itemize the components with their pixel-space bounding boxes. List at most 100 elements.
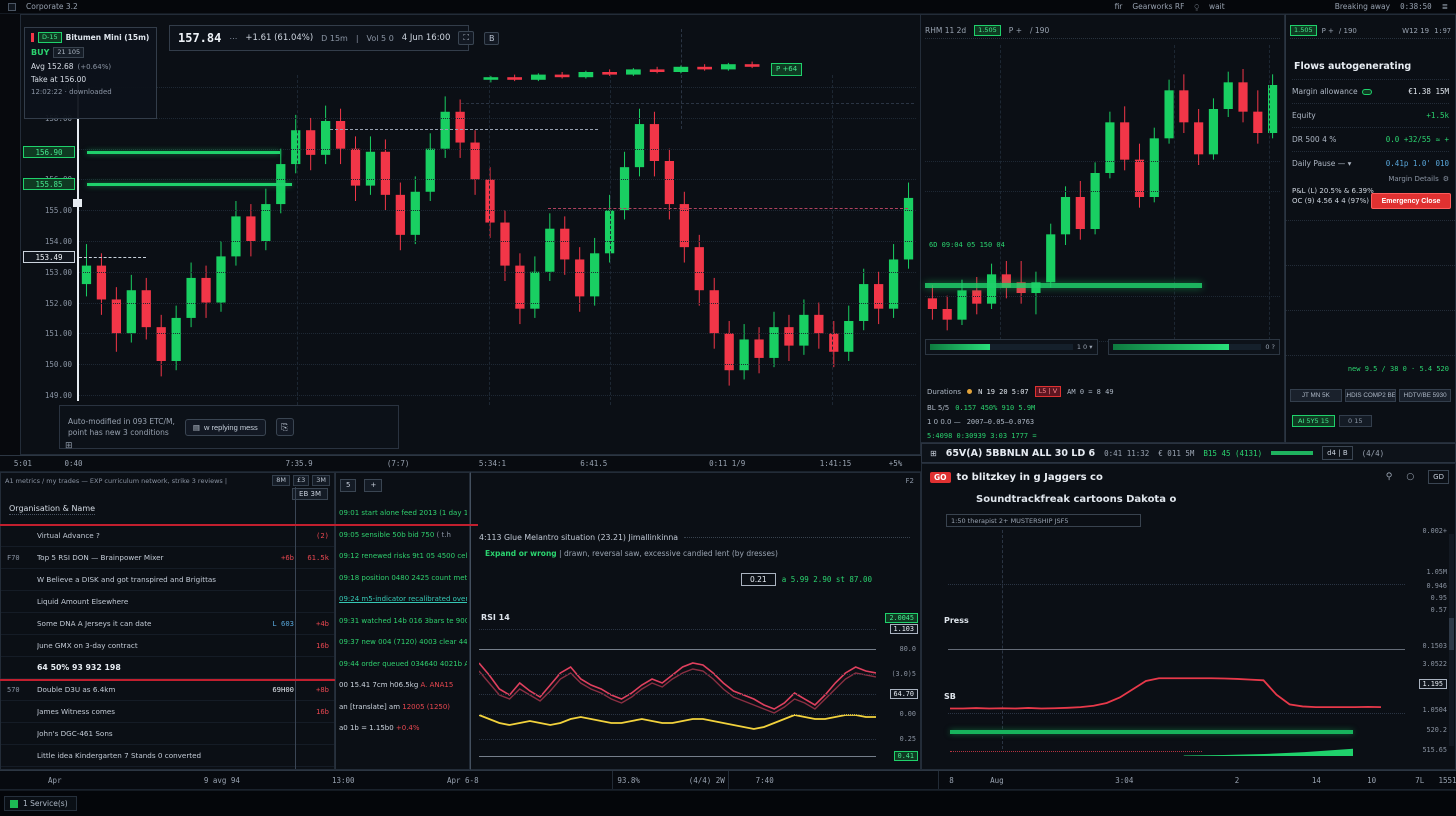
timeframe[interactable]: D 15m bbox=[321, 33, 348, 43]
circle-icon[interactable]: ○ bbox=[1406, 472, 1415, 482]
volume-gauge-right[interactable]: 0 ? bbox=[1107, 339, 1280, 355]
stat-row-1: Durations N 19 20 5:07 L5 | V AM 0 = 8 4… bbox=[927, 385, 1278, 398]
side-badges: AI 5Y5 15 0 15 bbox=[1292, 415, 1449, 427]
gridline bbox=[479, 756, 876, 757]
indicator-title: 4:113 Glue Melantro situation (23.21) Ji… bbox=[479, 533, 679, 542]
price-handle[interactable] bbox=[73, 199, 82, 207]
header-tag[interactable]: £3 bbox=[292, 475, 310, 486]
series-label-press: Press bbox=[944, 616, 969, 625]
replay-button[interactable]: ▤ w replying mess bbox=[184, 418, 266, 436]
pl-flag: P + bbox=[1321, 26, 1334, 35]
table-row[interactable]: W Believe a DISK and got transpired and … bbox=[1, 569, 334, 591]
bottom-panel-title: 65V(A) 5BBNLN ALL 30 LD 6 bbox=[945, 447, 1096, 459]
gridline bbox=[79, 148, 916, 150]
gridline bbox=[79, 117, 916, 119]
menu-item-gearworks[interactable]: Gearworks RF bbox=[1132, 2, 1185, 11]
menu-item-fir[interactable]: fir bbox=[1114, 2, 1123, 11]
table-row[interactable]: Virtual Advance ? (2) bbox=[1, 525, 334, 547]
toggle-icon[interactable] bbox=[1361, 88, 1372, 95]
journal-count-box[interactable]: 5 bbox=[340, 479, 357, 492]
filter-box[interactable]: EB 3M bbox=[292, 488, 328, 500]
menu-item-wait[interactable]: wait bbox=[1208, 2, 1225, 11]
connection-status[interactable]: 1 Service(s) bbox=[4, 796, 77, 811]
order-line[interactable] bbox=[87, 150, 280, 154]
pin-icon[interactable]: ⚲ bbox=[1385, 472, 1393, 482]
row-name: 64 50% 93 932 198 bbox=[37, 663, 121, 672]
price-change: +1.61 (61.04%) bbox=[245, 33, 314, 43]
journal-entry: 09:05 sensible 50b bid 750 ( t.h bbox=[339, 525, 467, 547]
alert-tag[interactable]: L5 | V bbox=[1034, 386, 1062, 397]
hamburger-icon[interactable]: ≣ bbox=[1441, 2, 1448, 11]
range-divider bbox=[461, 103, 914, 104]
value-tag[interactable]: 0.21 bbox=[740, 573, 776, 586]
order-line[interactable] bbox=[87, 183, 293, 187]
gridline bbox=[925, 161, 1280, 162]
main-time-axis: 5:01 0:40 7:35.9 (7:7) 5:34:1 6:41.5 0:11 1/9 1… bbox=[0, 455, 921, 472]
table-row[interactable]: John's DGC-461 Sons bbox=[1, 723, 334, 745]
journal-add-button[interactable]: + bbox=[364, 479, 383, 492]
clock: 0:38:50 bbox=[1400, 2, 1432, 11]
stat-value-green: 5:4098 0:30939 3:03 1777 = bbox=[927, 431, 1037, 440]
axis-label: 0.946 bbox=[1426, 582, 1447, 590]
axis-label: 1.0504 bbox=[1422, 706, 1447, 714]
session-label: RHM 11 2d bbox=[925, 26, 967, 35]
table-section-title[interactable]: Organisation & Name bbox=[9, 504, 96, 515]
time-label: +5% bbox=[888, 459, 903, 468]
copy-icon-button[interactable]: ⎘ bbox=[275, 418, 294, 436]
time-label: 6:41.5 bbox=[580, 459, 608, 468]
margin-details-link[interactable]: Margin Details ⚙ bbox=[1388, 175, 1449, 183]
price-tag[interactable]: 153.49 bbox=[23, 250, 75, 263]
bar-date: 4 Jun 16:00 bbox=[401, 33, 451, 43]
row-value-1 bbox=[244, 597, 294, 606]
breadth-line-svg bbox=[950, 670, 1381, 714]
news-axis: 0.002+ 1.05M 0.946 0.95 0.57 0.1503 3.0522 1.19… bbox=[1403, 464, 1447, 769]
price-tag[interactable]: 155.85 bbox=[23, 178, 75, 191]
apps-icon[interactable]: ⍜ bbox=[1194, 1, 1199, 11]
news-tab[interactable]: 1:50 therapist 2+ MUSTERSHIP JSF5 bbox=[946, 514, 1141, 527]
zero-line bbox=[948, 649, 1405, 650]
header-tag[interactable]: 8M bbox=[272, 475, 290, 486]
pane-shortcut: F2 bbox=[905, 477, 914, 485]
side-button[interactable]: HDTV/BE 5930 bbox=[1399, 389, 1452, 402]
table-row[interactable]: F70 Top 5 RSI DON — Brainpower Mixer +6b 61… bbox=[1, 547, 334, 569]
pl-line-1: P&L (L) 20.5% & 6.39% bbox=[1292, 187, 1374, 195]
plot-left-axis bbox=[1002, 530, 1003, 749]
table-row[interactable]: Liquid Amount Elsewhere bbox=[1, 591, 334, 613]
gd-badge[interactable]: GD bbox=[1428, 470, 1449, 484]
account-row-value: +1.5k bbox=[1426, 111, 1449, 120]
gridline bbox=[79, 241, 916, 242]
grid-corner-icon[interactable]: ⊞ bbox=[65, 441, 73, 451]
table-row[interactable]: June GMX on 3-day contract 16b bbox=[1, 635, 334, 657]
grid-icon[interactable]: ⊞ bbox=[930, 448, 937, 458]
price-tag[interactable]: 156.90 bbox=[23, 145, 75, 158]
volume-gauge-left[interactable]: 1 0 ▾ bbox=[925, 339, 1098, 355]
journal-suffix: A. ANA15 bbox=[420, 681, 454, 689]
gridline bbox=[948, 584, 1405, 585]
scrollbar[interactable] bbox=[1449, 534, 1454, 746]
header-tag[interactable]: 3M bbox=[312, 475, 330, 486]
gridline-vertical bbox=[610, 75, 612, 405]
table-row[interactable]: Little idea Kindergarten 7 Stands 0 conv… bbox=[1, 745, 334, 767]
journal-suffix: ( t.h bbox=[436, 530, 451, 539]
account-row: DR 500 4 % 0.0 +32/55 ≈ + bbox=[1292, 127, 1449, 151]
series-label-sb: SB bbox=[944, 692, 956, 701]
dots: ⋯ bbox=[229, 33, 238, 43]
table-row[interactable]: Some DNA A Jerseys it can date L 603 +4b bbox=[1, 613, 334, 635]
side-button[interactable]: JT MN 5K bbox=[1290, 389, 1342, 402]
stat-label: 1 0 0.0 — bbox=[927, 417, 961, 426]
news-headline[interactable]: to blitzkey in g Jaggers co bbox=[956, 471, 1103, 483]
pnl-badge: P +64 bbox=[771, 63, 803, 76]
table-row[interactable]: James Witness comes 16b bbox=[1, 701, 334, 723]
level-readout: 6D 09:04 05 150 04 bbox=[929, 241, 1005, 249]
titlebar: Corporate 3.2 fir Gearworks RF ⍜ wait Br… bbox=[0, 0, 1456, 14]
table-row[interactable]: 570 Double D3U as 6.4km 69H00 +8b bbox=[1, 679, 334, 701]
snapshot-button[interactable]: ⛶ bbox=[458, 31, 474, 45]
side-button[interactable]: KAHDIS COMP2 BE bbox=[1344, 389, 1397, 402]
row-name: James Witness comes bbox=[37, 707, 116, 716]
close-position-button[interactable]: Emergency Close bbox=[1371, 193, 1451, 209]
table-row[interactable]: 64 50% 93 932 198 bbox=[1, 657, 334, 679]
mode-box[interactable]: d4 | B bbox=[1322, 446, 1353, 460]
scrollbar-thumb[interactable] bbox=[1449, 618, 1454, 650]
table-header: A1 metrics / my trades — EXP curriculum … bbox=[5, 475, 330, 486]
buy-button[interactable]: B bbox=[483, 31, 500, 45]
